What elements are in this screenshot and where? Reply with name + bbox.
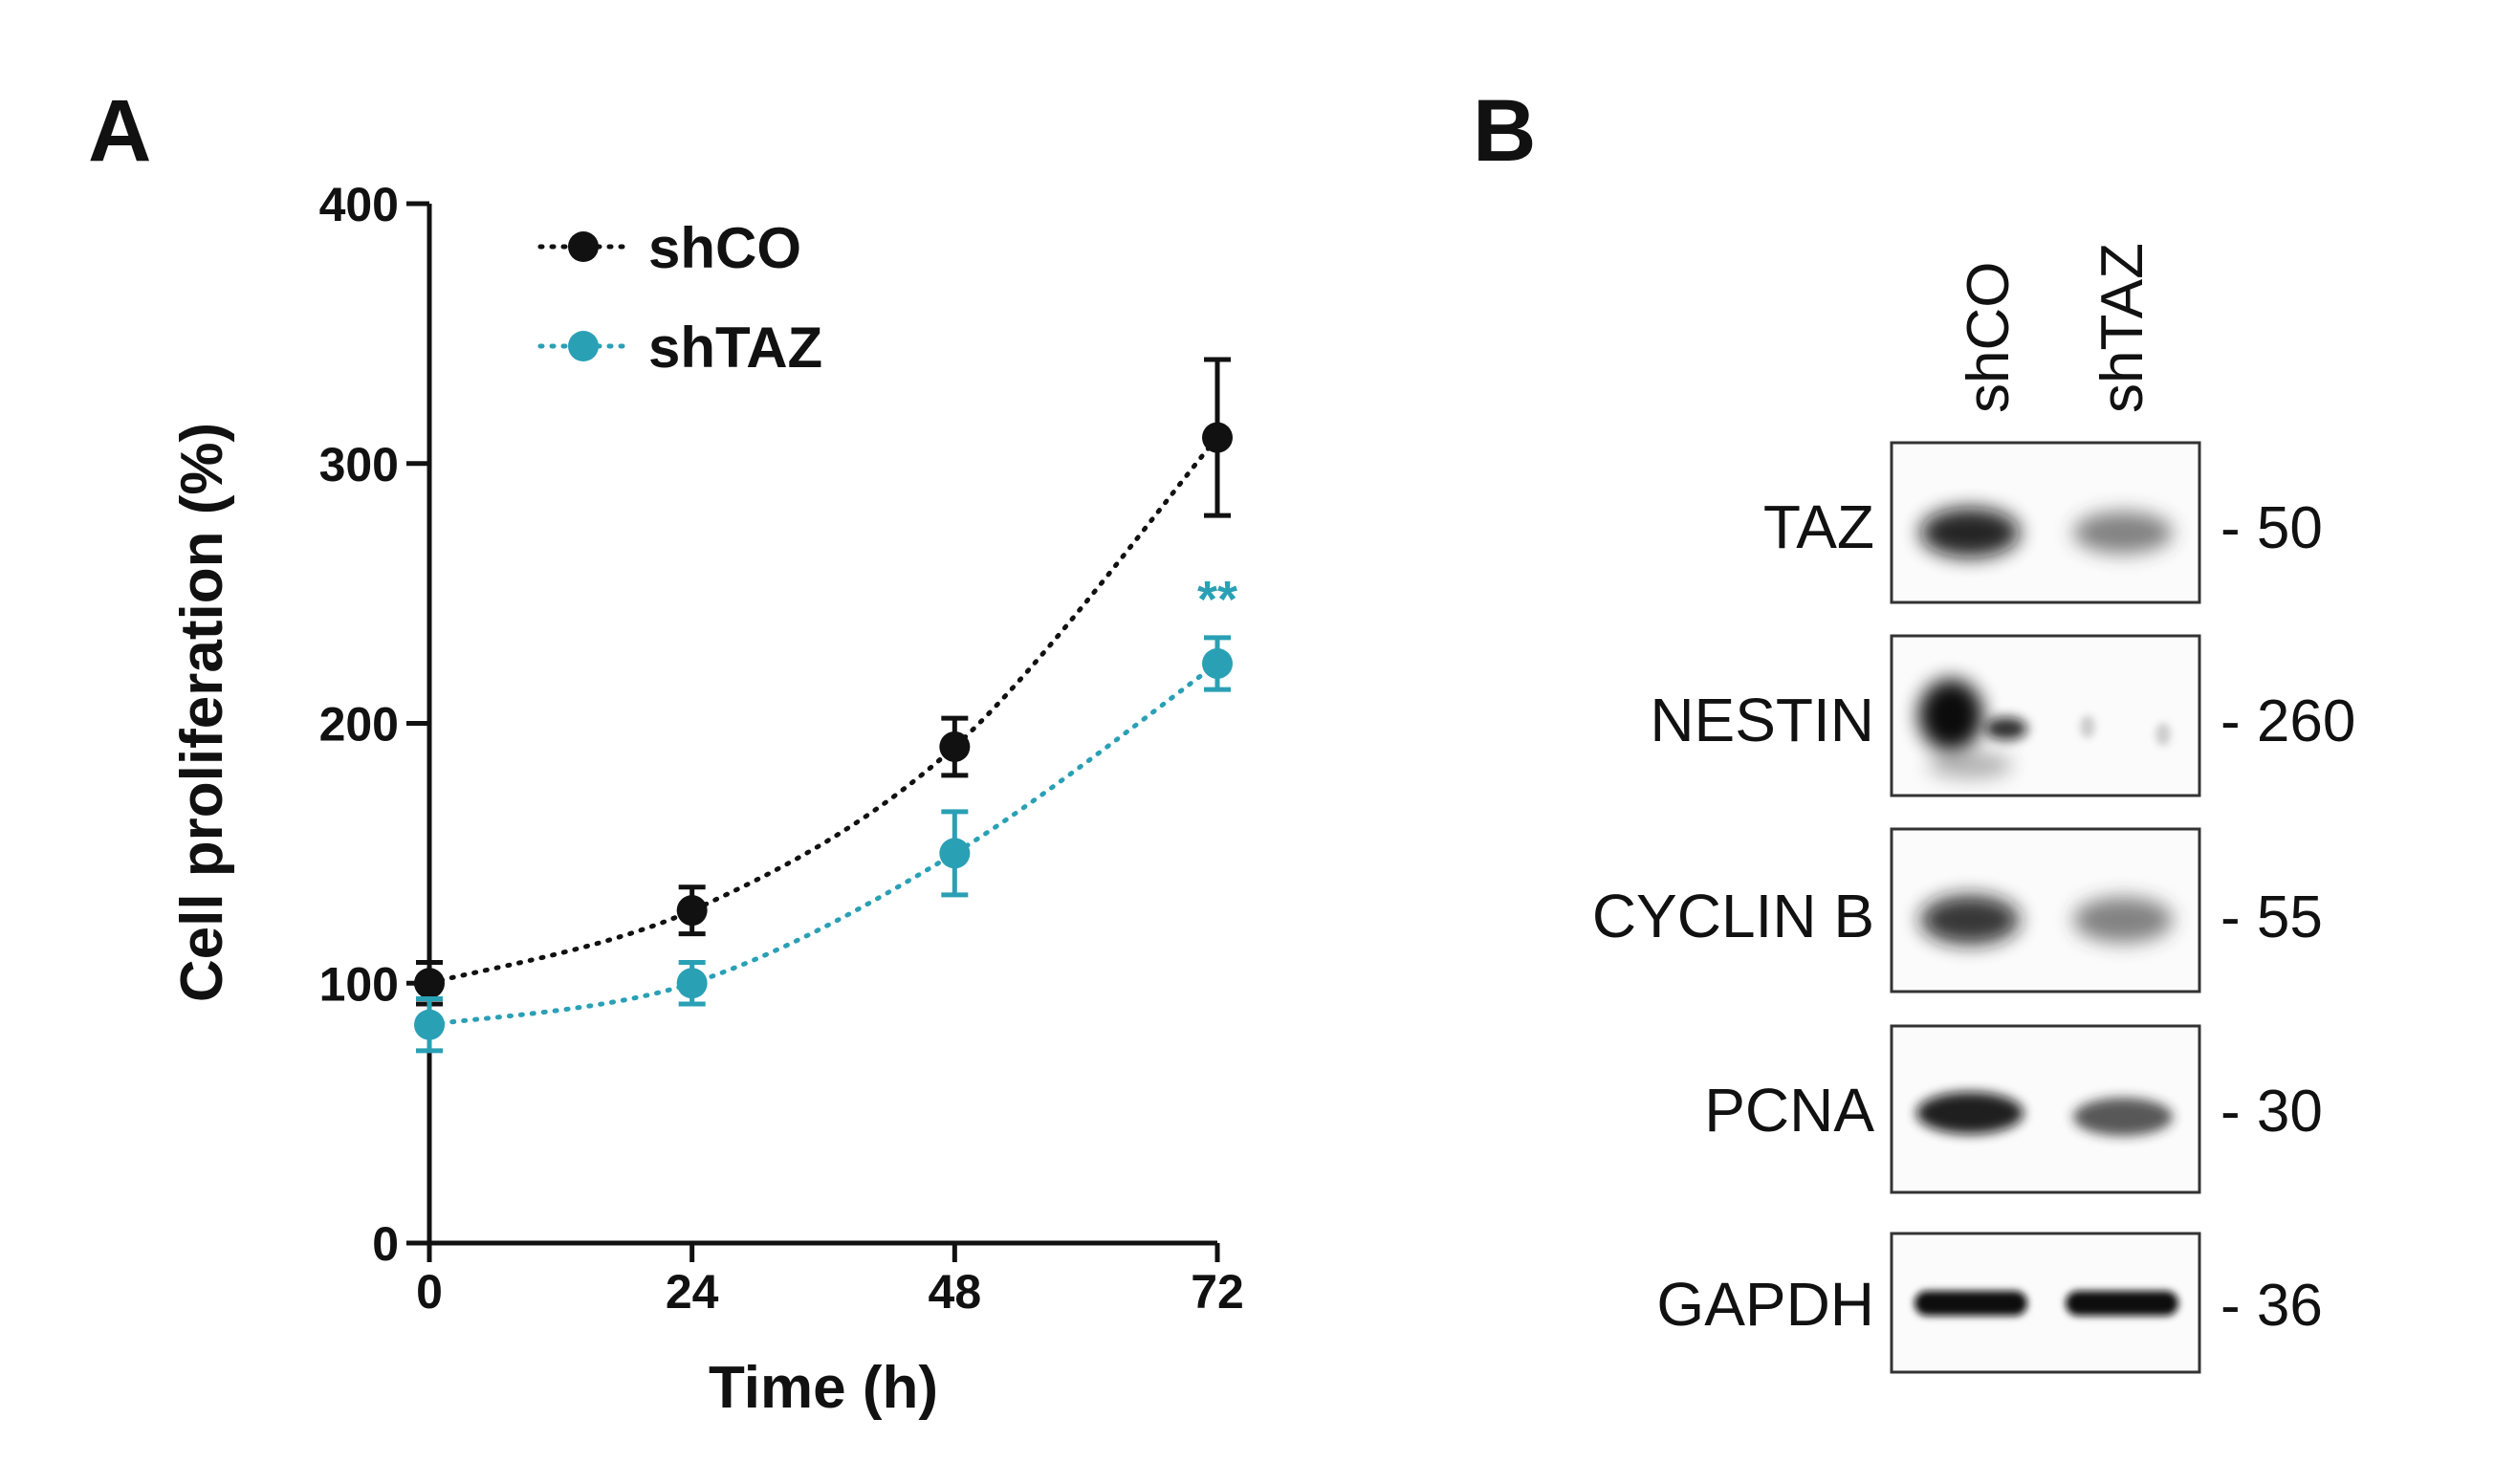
legend-label: shCO [648, 216, 801, 280]
data-point [676, 968, 708, 999]
annotations: ** [1197, 571, 1237, 628]
series-line-shCO [427, 435, 1220, 986]
lane-labels: shCO shTAZ [1956, 243, 2155, 413]
panel-a-letter: A [88, 82, 151, 180]
series-shCO [414, 357, 1233, 1007]
band-shco [1920, 895, 2020, 945]
y-tick-label: 100 [319, 957, 399, 1011]
protein-label: NESTIN [1650, 686, 1874, 754]
blot-row-taz: TAZ - 50 [1763, 441, 2323, 604]
x-tick-label: 0 [416, 1265, 443, 1319]
protein-label: PCNA [1704, 1076, 1874, 1145]
legend-marker [568, 231, 599, 262]
band-shco-lower [1928, 752, 2012, 778]
blot-row-gapdh: GAPDH - 36 [1656, 1232, 2323, 1374]
x-tick-label: 48 [929, 1265, 982, 1319]
data-point [939, 731, 971, 762]
band-shtaz [2066, 1291, 2178, 1316]
mw-label: - 30 [2221, 1079, 2323, 1145]
band-shco [1918, 679, 1983, 752]
band-shtaz [2073, 512, 2173, 554]
x-axis-ticks: 0 24 48 72 [416, 1243, 1244, 1319]
protein-label: CYCLIN B [1592, 882, 1874, 950]
lane-label-shTAZ: shTAZ [2089, 243, 2155, 413]
blot-row-pcna: PCNA - 30 [1704, 1024, 2323, 1194]
series-shTAZ [414, 635, 1233, 1054]
mw-label: - 36 [2221, 1273, 2323, 1339]
data-point [414, 968, 445, 999]
protein-label: TAZ [1763, 492, 1874, 561]
mw-label: - 50 [2221, 495, 2323, 561]
x-tick-label: 72 [1191, 1265, 1244, 1319]
legend-marker [568, 331, 599, 361]
data-point [1202, 647, 1233, 679]
protein-label: GAPDH [1656, 1270, 1874, 1339]
proliferation-chart: 0 100 200 300 400 0 24 48 72 ** Cell proliferat… [169, 178, 1244, 1421]
blot-rows: TAZ - 50 NESTIN - 260 CYCLIN B - 55 [1592, 441, 2355, 1374]
panel-b-letter: B [1473, 82, 1536, 180]
blot-row-nestin: NESTIN - 260 [1650, 634, 2355, 797]
y-tick-label: 200 [319, 698, 399, 752]
series-line-shTAZ [427, 661, 1220, 1028]
legend-item-shTAZ: shTAZ [537, 316, 822, 380]
chart-legend: shCO shTAZ [537, 216, 822, 380]
mw-label: - 260 [2221, 688, 2355, 754]
series-layer [414, 357, 1233, 1054]
data-point [1202, 422, 1233, 453]
y-axis-ticks: 0 100 200 300 400 [319, 178, 429, 1271]
data-point [939, 838, 971, 869]
band-shco [1914, 1291, 2027, 1316]
x-axis-title: Time (h) [709, 1355, 938, 1421]
band-shco-tail [1985, 717, 2027, 740]
band-shtaz [2073, 897, 2173, 943]
band-shtaz [2080, 715, 2095, 738]
y-tick-label: 0 [372, 1217, 399, 1271]
legend-label: shTAZ [648, 316, 822, 380]
blot-row-cyclin-b: CYCLIN B - 55 [1592, 827, 2323, 993]
band-shtaz-faint [2155, 723, 2171, 746]
band-shco [1916, 1092, 2024, 1134]
x-tick-label: 24 [666, 1265, 719, 1319]
band-shco [1920, 508, 2020, 557]
data-point [676, 895, 708, 927]
significance-marker: ** [1197, 571, 1237, 628]
lane-label-shCO: shCO [1956, 262, 2022, 413]
legend-item-shCO: shCO [537, 216, 801, 280]
y-tick-label: 400 [319, 178, 399, 231]
mw-label: - 55 [2221, 884, 2323, 950]
western-blot: shCO shTAZ TAZ - 50 NESTIN - 260 [1592, 243, 2355, 1374]
data-point [414, 1009, 445, 1040]
y-axis-title: Cell proliferation (%) [169, 423, 235, 1002]
y-tick-label: 300 [319, 438, 399, 491]
band-shtaz [2073, 1098, 2173, 1136]
